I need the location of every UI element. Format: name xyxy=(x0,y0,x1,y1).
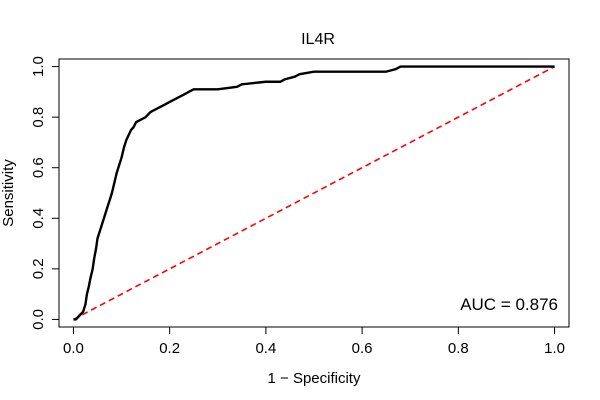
x-tick-label: 0.6 xyxy=(352,340,373,357)
y-tick-label: 0.0 xyxy=(30,309,47,330)
chart-title: IL4R xyxy=(301,31,335,48)
y-tick-label: 0.6 xyxy=(30,157,47,178)
x-tick-label: 0.0 xyxy=(63,340,84,357)
x-axis-label: 1 − Specificity xyxy=(268,370,361,387)
y-axis-label: Sensitivity xyxy=(0,159,17,227)
x-tick-label: 0.8 xyxy=(448,340,469,357)
reference-diagonal-line xyxy=(73,65,555,321)
y-axis: 0.0 0.2 0.4 0.6 0.8 1.0 xyxy=(30,56,60,330)
plot-area xyxy=(73,65,555,321)
y-tick-label: 0.4 xyxy=(30,208,47,229)
x-tick-label: 0.4 xyxy=(255,340,276,357)
y-tick-label: 1.0 xyxy=(30,56,47,77)
y-tick-label: 0.2 xyxy=(30,258,47,279)
roc-curve xyxy=(73,65,555,321)
x-tick-label: 0.2 xyxy=(159,340,180,357)
x-tick-label: 1.0 xyxy=(544,340,565,357)
y-tick-label: 0.8 xyxy=(30,107,47,128)
x-axis: 0.0 0.2 0.4 0.6 0.8 1.0 xyxy=(63,326,565,357)
auc-annotation: AUC = 0.876 xyxy=(460,295,558,314)
